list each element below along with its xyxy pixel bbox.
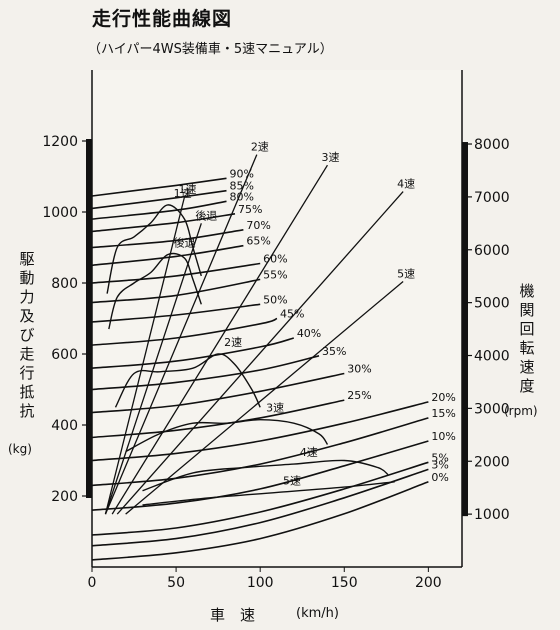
y-tick-label-left-200: 200	[51, 489, 78, 505]
resistance-label-10pct: 10%	[431, 430, 455, 443]
resistance-curve-55pct	[91, 278, 261, 304]
resistance-curve-60pct	[91, 262, 261, 284]
resistance-label-75pct: 75%	[238, 203, 262, 216]
engine-speed-gear3	[111, 164, 329, 515]
x-axis-title: 車 速	[210, 606, 256, 624]
driving-force-label-gear3: 3速	[266, 402, 284, 415]
driving-force-label-gear4: 4速	[300, 446, 318, 459]
resistance-curve-25pct	[91, 399, 345, 439]
y-axis-left-unit: (kg)	[8, 442, 32, 456]
resistance-curve-45pct	[91, 317, 278, 346]
driving-force-label-gear5: 5速	[283, 474, 301, 487]
engine-speed-label-gear2: 2速	[251, 141, 269, 154]
engine-speed-label-reverse: 後退	[195, 208, 217, 222]
engine-speed-label-gear5: 5速	[397, 267, 415, 280]
resistance-label-80pct: 80%	[230, 190, 254, 203]
resistance-label-60pct: 60%	[263, 252, 287, 265]
resistance-curve-10pct	[91, 440, 429, 511]
resistance-curve-85pct	[91, 189, 227, 210]
x-tick-label-0: 0	[88, 575, 97, 591]
resistance-label-50pct: 50%	[263, 293, 287, 306]
engine-speed-reverse	[104, 223, 202, 515]
y-tick-label-left-400: 400	[51, 418, 78, 434]
resistance-curve-3pct	[91, 468, 429, 547]
engine-speed-gear1	[104, 196, 186, 515]
driving-force-gear1	[106, 204, 202, 294]
x-axis-unit: (km/h)	[296, 606, 339, 621]
resistance-label-70pct: 70%	[246, 219, 270, 232]
y-tick-label-left-1200: 1200	[42, 134, 78, 150]
y-tick-label-right-3000: 3000	[474, 401, 510, 417]
x-tick-label-200: 200	[415, 575, 442, 591]
y-axis-right-unit: (rpm)	[504, 404, 538, 418]
resistance-label-20pct: 20%	[431, 391, 455, 404]
driving-force-gear5	[142, 481, 395, 506]
y-tick-label-left-600: 600	[51, 347, 78, 363]
resistance-curve-0pct	[91, 481, 429, 561]
resistance-label-0pct: 0%	[431, 471, 448, 484]
page-subtitle: （ハイパー4WS装備車・5速マニュアル）	[88, 42, 333, 57]
y-tick-label-left-1000: 1000	[42, 205, 78, 221]
driving-force-label-gear2: 2速	[224, 336, 242, 349]
x-tick-label-150: 150	[331, 575, 358, 591]
resistance-label-15pct: 15%	[431, 407, 455, 420]
y-axis-left-scale-bar	[86, 139, 92, 498]
resistance-curve-5pct	[91, 461, 429, 536]
y-tick-label-right-5000: 5000	[474, 296, 510, 312]
y-axis-right-title: 機関回転速度	[519, 282, 535, 395]
resistance-label-55pct: 55%	[263, 268, 287, 281]
resistance-curve-15pct	[91, 417, 429, 487]
y-tick-label-right-2000: 2000	[474, 454, 510, 470]
y-tick-label-right-8000: 8000	[474, 137, 510, 153]
y-tick-label-right-6000: 6000	[474, 243, 510, 259]
driving-force-reverse	[108, 252, 202, 330]
resistance-label-65pct: 65%	[246, 235, 270, 248]
y-tick-label-right-7000: 7000	[474, 190, 510, 206]
engine-speed-label-gear1: 1速	[179, 183, 197, 196]
engine-speed-label-gear3: 3速	[321, 151, 339, 164]
resistance-label-3pct: 3%	[431, 458, 448, 471]
resistance-label-25pct: 25%	[347, 389, 371, 402]
resistance-curve-75pct	[91, 213, 236, 233]
resistance-label-5pct: 5%	[431, 451, 448, 464]
resistance-curve-30pct	[91, 372, 345, 414]
y-axis-right-scale-bar	[462, 142, 468, 517]
y-tick-label-left-800: 800	[51, 276, 78, 292]
engine-speed-gear2	[104, 154, 258, 515]
y-axis-left-title: 駆動力 及び 走行抵抗	[19, 250, 35, 420]
y-tick-label-right-1000: 1000	[474, 507, 510, 523]
x-tick-label-50: 50	[167, 575, 185, 591]
resistance-label-30pct: 30%	[347, 363, 371, 376]
engine-speed-label-gear4: 4速	[397, 178, 415, 191]
resistance-curve-70pct	[91, 229, 244, 249]
driving-force-label-reverse: 後退	[174, 236, 196, 250]
page-title: 走行性能曲線図	[92, 8, 233, 30]
resistance-curve-65pct	[91, 244, 244, 267]
resistance-curve-80pct	[91, 200, 227, 220]
y-tick-label-right-4000: 4000	[474, 349, 510, 365]
engine-speed-gear4	[116, 191, 404, 515]
resistance-label-40pct: 40%	[297, 327, 321, 340]
engine-speed-gear5	[125, 280, 404, 515]
driving-force-label-gear1: 1速	[174, 187, 192, 200]
resistance-curve-90pct	[91, 177, 227, 197]
resistance-label-45pct: 45%	[280, 308, 304, 321]
resistance-label-85pct: 85%	[230, 180, 254, 193]
driving-force-gear4	[142, 459, 389, 492]
x-tick-label-100: 100	[247, 575, 274, 591]
resistance-label-35pct: 35%	[322, 345, 346, 358]
